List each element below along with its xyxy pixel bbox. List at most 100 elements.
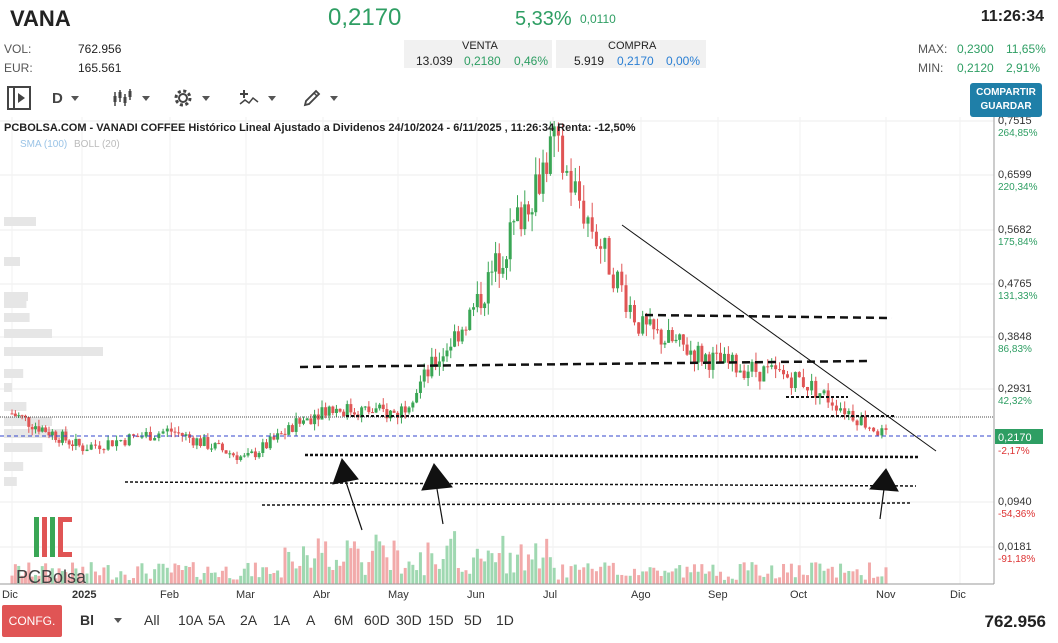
candle-body (47, 432, 51, 436)
candle-body (801, 377, 805, 387)
volume-bar (456, 567, 460, 584)
volume-bar (472, 557, 476, 584)
range-button-1d[interactable]: 1D (496, 612, 514, 628)
y-tick-pct: 220,34% (998, 182, 1038, 193)
venta-pct: 0,46% (514, 54, 549, 68)
volume-bar (342, 561, 346, 584)
pcbolsa-logo: PCBolsa (16, 517, 87, 587)
volume-bar (782, 563, 786, 584)
candle-body (294, 418, 298, 432)
candle-body (620, 271, 624, 286)
candle-body (472, 307, 476, 310)
candle-body (54, 431, 58, 440)
chevron-down-icon (142, 95, 150, 101)
range-button-30d[interactable]: 30D (396, 612, 422, 628)
volume-bar (239, 575, 243, 584)
chart-toolbar: D (0, 83, 1058, 113)
x-tick-label: Nov (876, 589, 896, 601)
candle-body (460, 329, 464, 342)
range-button-5d[interactable]: 5D (464, 612, 482, 628)
share-save-button[interactable]: COMPARTIR GUARDAR (970, 83, 1042, 117)
candle-body (599, 246, 603, 249)
candles-icon[interactable] (112, 83, 150, 113)
candle-body (637, 322, 641, 334)
volume-bar (102, 567, 106, 584)
share-label: COMPARTIR (976, 87, 1036, 98)
volume-bar (418, 552, 422, 584)
volume-profile-bar (4, 402, 27, 411)
y-tick-price: 0,0181 (998, 541, 1032, 553)
candle-body (537, 174, 541, 194)
candle-body (235, 455, 239, 460)
volume-bar (793, 577, 797, 584)
volume-bar (426, 542, 430, 584)
period-selector[interactable]: D (52, 83, 79, 113)
volume-bar (287, 551, 291, 584)
candle-body (392, 410, 396, 413)
chart-type-selector[interactable]: Bl (80, 612, 94, 628)
chevron-down-icon (70, 95, 79, 101)
range-button-5a[interactable]: 5A (208, 612, 226, 628)
volume-bar (859, 575, 863, 584)
volume-bar (309, 567, 313, 584)
range-button-6m[interactable]: 6M (334, 612, 354, 628)
current-price-tag (995, 429, 1043, 444)
candle-body (153, 438, 157, 441)
candle-body (290, 425, 294, 432)
volume-bar (40, 566, 44, 584)
volume-bar (814, 562, 818, 584)
volume-bar (157, 563, 161, 584)
candle-body (261, 442, 265, 453)
volume-bar (81, 566, 85, 584)
y-tick-pct: 175,84% (998, 237, 1038, 248)
y-tick-pct: -54,36% (998, 509, 1035, 520)
range-button-2a[interactable]: 2A (240, 612, 258, 628)
compra-price: 0,2170 (617, 54, 654, 68)
range-button-a[interactable]: A (306, 612, 316, 628)
candle-body (569, 170, 573, 193)
volume-bars (10, 531, 888, 584)
play-panel-icon[interactable] (6, 83, 32, 113)
volume-bar (144, 573, 148, 584)
volume-bar (360, 562, 364, 584)
candle-body (754, 361, 758, 372)
range-button-15d[interactable]: 15D (428, 612, 454, 628)
pencil-icon[interactable] (302, 83, 338, 113)
volume-bar (34, 574, 38, 584)
legend-boll[interactable]: BOLL (20) (74, 139, 120, 150)
candle-body (456, 331, 460, 342)
volume-bar (231, 579, 235, 584)
candle-body (407, 407, 411, 413)
range-button-1a[interactable]: 1A (273, 612, 291, 628)
legend-sma[interactable]: SMA (100) (20, 139, 67, 150)
config-button[interactable]: CONFG. (2, 605, 62, 637)
gear-icon[interactable] (172, 83, 210, 113)
volume-bar (161, 563, 165, 584)
volume-profile-bar (4, 443, 43, 452)
volume-bar (356, 548, 360, 584)
indicator-icon[interactable] (238, 83, 276, 113)
range-button-60d[interactable]: 60D (364, 612, 390, 628)
range-button-10a[interactable]: 10A (178, 612, 203, 628)
candle-body (711, 352, 715, 370)
volume-bar (847, 570, 851, 584)
candle-body (834, 405, 838, 411)
range-button-all[interactable]: All (144, 612, 160, 628)
volume-bar (202, 572, 206, 584)
candle-body (573, 181, 577, 193)
candle-body (719, 352, 723, 363)
volume-bar (148, 578, 152, 584)
volume-bar (715, 575, 719, 584)
candle-body (161, 431, 165, 434)
volume-bar (47, 575, 51, 584)
candle-body (696, 345, 700, 363)
volume-bar (385, 557, 389, 584)
volume-bar (246, 562, 250, 584)
volume-bar (338, 565, 342, 584)
volume-bar (370, 550, 374, 584)
candle-body (774, 365, 778, 370)
volume-bar (822, 570, 826, 584)
candle-body (785, 374, 789, 378)
volume-bar (681, 577, 685, 584)
